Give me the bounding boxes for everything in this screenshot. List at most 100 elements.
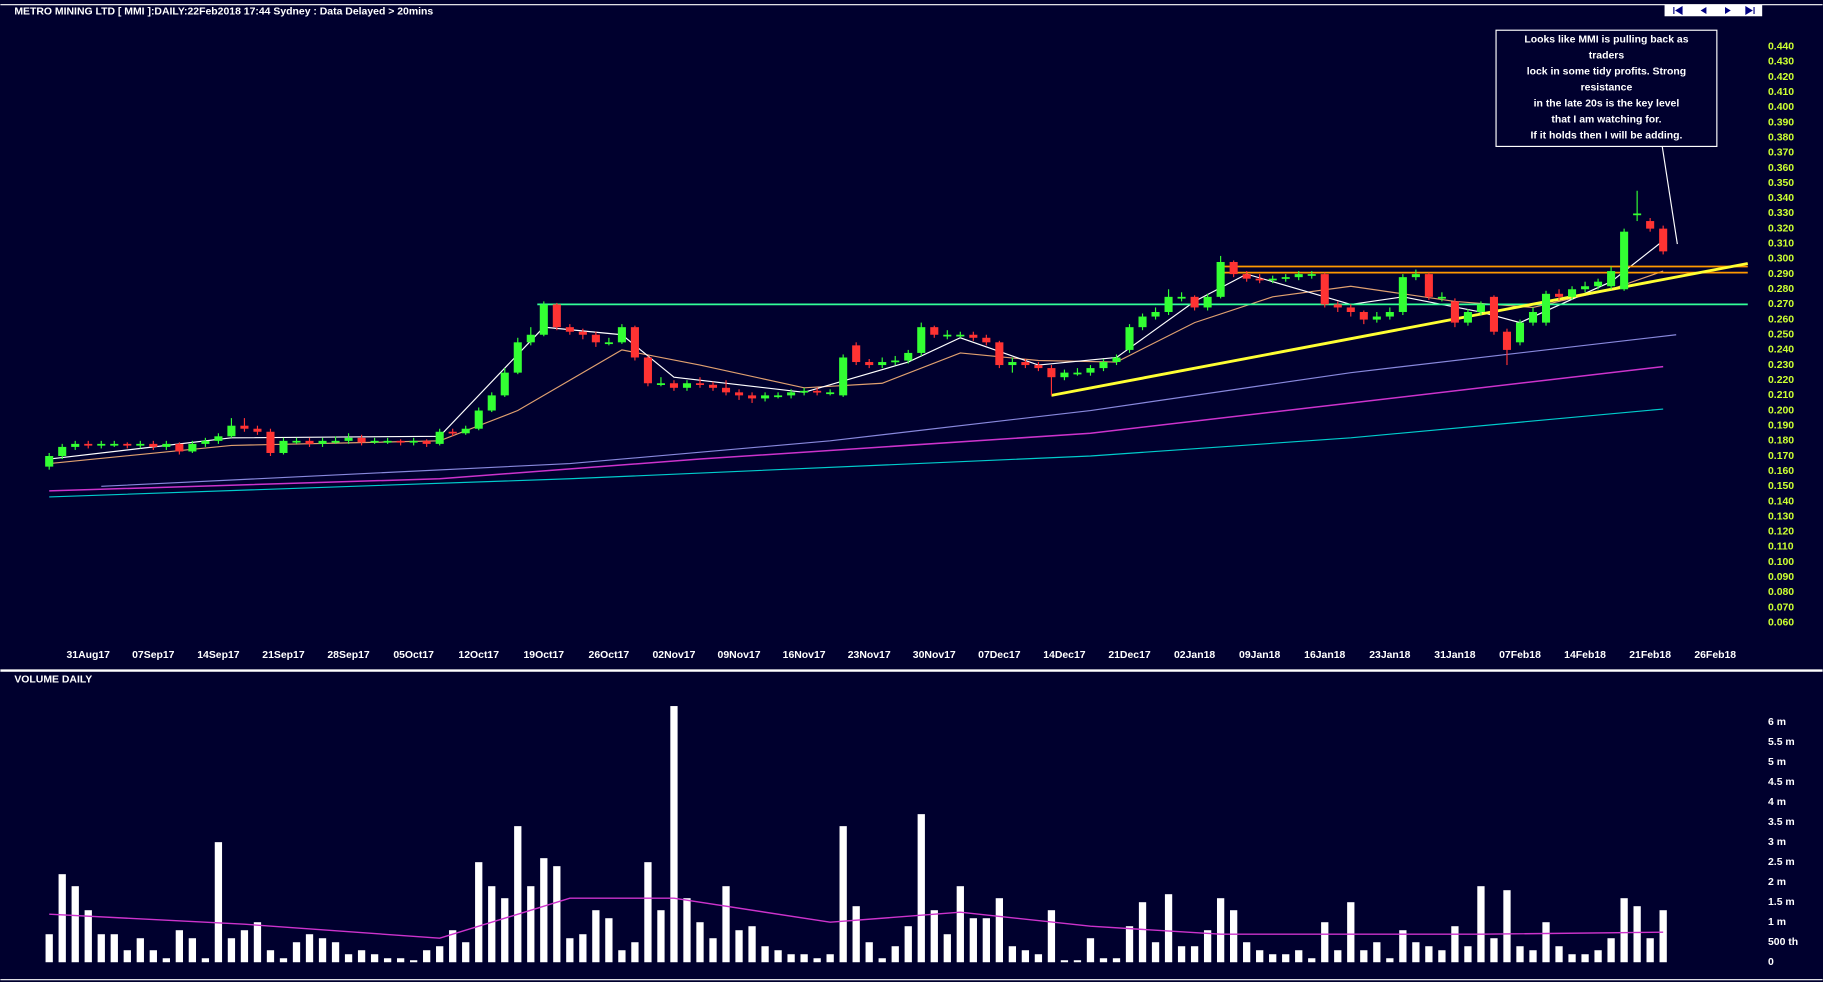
candle-body bbox=[1372, 316, 1381, 320]
volume-bar bbox=[1529, 950, 1537, 963]
y-tick-label: 0 bbox=[1768, 957, 1774, 968]
candle-body bbox=[370, 440, 379, 443]
candle-body bbox=[1489, 296, 1498, 332]
volume-bar bbox=[527, 886, 535, 963]
y-tick-label: 0.150 bbox=[1768, 481, 1794, 492]
y-tick-label: 0.180 bbox=[1768, 436, 1794, 447]
y-tick-label: 1.5 m bbox=[1768, 897, 1795, 908]
y-tick-label: 0.130 bbox=[1768, 511, 1794, 522]
volume-bar bbox=[1112, 958, 1121, 963]
y-tick-label: 0.320 bbox=[1768, 223, 1794, 234]
annotation-box bbox=[1495, 29, 1718, 148]
volume-bar bbox=[1060, 960, 1069, 963]
y-tick-label: 0.350 bbox=[1768, 178, 1794, 189]
volume-bar bbox=[982, 918, 990, 963]
candle-body bbox=[800, 390, 809, 393]
candle-body bbox=[643, 357, 652, 384]
candle-body bbox=[1633, 213, 1642, 216]
volume-bar bbox=[722, 886, 730, 963]
y-tick-label: 0.110 bbox=[1768, 542, 1794, 553]
candle-body bbox=[97, 443, 106, 446]
x-tick-label: 14Sep17 bbox=[197, 650, 240, 661]
annotation-text: traders bbox=[1589, 50, 1625, 61]
nav-prev[interactable] bbox=[1700, 6, 1707, 14]
volume-bar bbox=[201, 958, 210, 963]
candle-body bbox=[435, 431, 444, 444]
volume-bar bbox=[943, 934, 951, 963]
candle-body bbox=[266, 431, 275, 453]
volume-bar bbox=[696, 922, 704, 963]
candle-body bbox=[995, 342, 1004, 366]
x-tick-label: 14Feb18 bbox=[1564, 650, 1606, 661]
x-tick-label: 30Nov17 bbox=[913, 650, 956, 661]
volume-bar bbox=[1256, 950, 1264, 963]
candle-body bbox=[1385, 312, 1394, 317]
annotation-pointer bbox=[1661, 146, 1678, 245]
nav-last[interactable] bbox=[1745, 5, 1755, 15]
x-tick-label: 16Jan18 bbox=[1304, 650, 1345, 661]
y-tick-label: 3 m bbox=[1768, 837, 1786, 848]
volume-bar bbox=[618, 950, 626, 963]
candle-body bbox=[513, 342, 522, 373]
volume-bar bbox=[305, 934, 314, 963]
candle-body bbox=[904, 352, 913, 361]
candle-body bbox=[1203, 296, 1212, 308]
candle-body bbox=[565, 327, 574, 332]
candle-body bbox=[253, 428, 262, 432]
y-tick-label: 2 m bbox=[1768, 877, 1786, 888]
candle-body bbox=[175, 443, 184, 452]
candle-body bbox=[162, 443, 171, 447]
x-tick-label: 07Dec17 bbox=[978, 650, 1021, 661]
candle-body bbox=[695, 383, 705, 385]
volume-bar bbox=[1047, 910, 1056, 963]
candle-body bbox=[1151, 312, 1160, 317]
volume-bar bbox=[813, 958, 821, 963]
candle-body bbox=[292, 440, 301, 443]
y-tick-label: 0.230 bbox=[1768, 360, 1794, 371]
y-tick-label: 0.360 bbox=[1768, 163, 1794, 174]
volume-bar bbox=[1607, 938, 1615, 963]
y-tick-label: 0.160 bbox=[1768, 466, 1794, 477]
volume-bar bbox=[1594, 950, 1602, 963]
candle-body bbox=[748, 395, 757, 399]
candle-body bbox=[813, 390, 822, 393]
volume-bar bbox=[1190, 946, 1199, 963]
volume-bar bbox=[1034, 954, 1043, 963]
nav-next[interactable] bbox=[1724, 6, 1731, 14]
volume-bar bbox=[930, 910, 938, 963]
volume-bar bbox=[1229, 910, 1238, 963]
volume-bar bbox=[344, 954, 353, 963]
volume-bar bbox=[605, 918, 613, 963]
x-tick-label: 21Sep17 bbox=[262, 650, 305, 661]
volume-bar bbox=[566, 938, 574, 963]
volume-bar bbox=[1451, 926, 1459, 963]
volume-bar bbox=[1360, 950, 1368, 963]
y-tick-label: 0.310 bbox=[1768, 239, 1794, 250]
y-tick-label: 0.330 bbox=[1768, 208, 1794, 219]
volume-bar bbox=[383, 958, 392, 963]
volume-bar bbox=[1425, 946, 1433, 963]
candle-body bbox=[1086, 368, 1095, 373]
volume-bar bbox=[1086, 938, 1095, 963]
candle-body bbox=[1607, 271, 1616, 287]
y-tick-label: 0.190 bbox=[1768, 420, 1794, 431]
annotation-text: in the late 20s is the key level bbox=[1534, 98, 1680, 109]
x-tick-label: 02Nov17 bbox=[652, 650, 695, 661]
volume-bar bbox=[110, 934, 118, 963]
volume-bar bbox=[266, 950, 275, 963]
candle-body bbox=[84, 443, 93, 446]
candle-body bbox=[956, 334, 965, 337]
volume-bar bbox=[162, 958, 170, 963]
candle-body bbox=[969, 334, 978, 338]
y-tick-label: 0.120 bbox=[1768, 527, 1794, 538]
volume-bar bbox=[904, 926, 912, 963]
annotation-text: lock in some tidy profits. Strong bbox=[1527, 66, 1686, 77]
nav-first[interactable] bbox=[1673, 5, 1683, 15]
indicator-line bbox=[1051, 262, 1749, 397]
y-tick-label: 5.5 m bbox=[1768, 737, 1795, 748]
candle-body bbox=[500, 372, 509, 396]
candle-body bbox=[1528, 312, 1538, 323]
candle-body bbox=[1398, 277, 1407, 313]
candle-body bbox=[279, 440, 288, 453]
